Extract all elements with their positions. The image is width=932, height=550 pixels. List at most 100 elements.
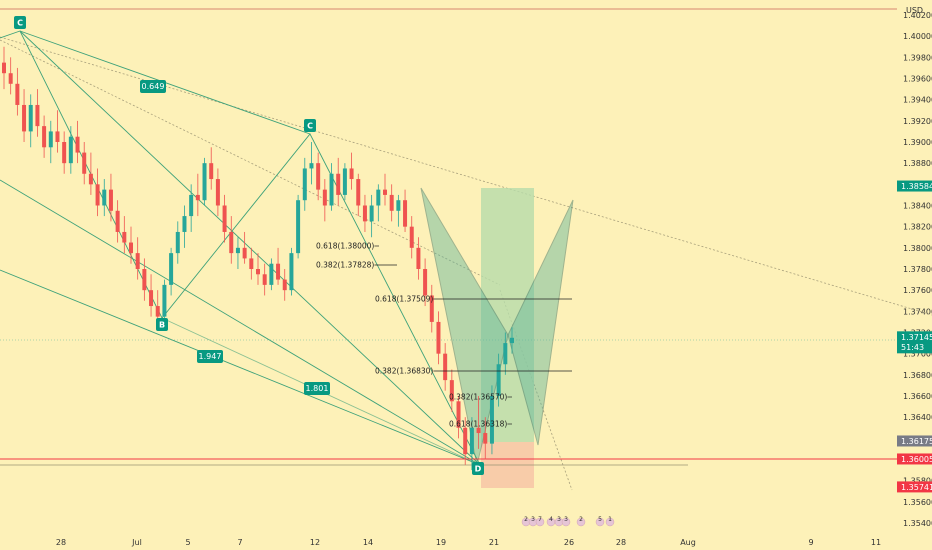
candle-body[interactable] <box>316 163 321 190</box>
candle-body[interactable] <box>356 179 361 206</box>
candle-body[interactable] <box>416 247 421 269</box>
candle-body[interactable] <box>175 231 180 254</box>
price-tag[interactable] <box>897 481 932 493</box>
profit-target-zone[interactable] <box>481 188 534 442</box>
candle-body[interactable] <box>42 126 47 148</box>
candle-body[interactable] <box>296 200 301 254</box>
candle-body[interactable] <box>342 168 347 195</box>
ratio-badge[interactable] <box>197 350 223 363</box>
candle-body[interactable] <box>242 247 247 259</box>
candle-body[interactable] <box>122 231 127 243</box>
candle-body[interactable] <box>189 194 194 217</box>
candle-body[interactable] <box>423 269 428 296</box>
candle-body[interactable] <box>329 173 334 206</box>
candle-body[interactable] <box>449 380 454 402</box>
candle-body[interactable] <box>155 306 160 317</box>
candle-body[interactable] <box>229 231 234 254</box>
candle-body[interactable] <box>102 189 107 206</box>
candle-body[interactable] <box>269 263 274 285</box>
candle-body[interactable] <box>195 194 200 201</box>
price-tag[interactable] <box>897 435 932 447</box>
price-tag[interactable] <box>897 180 932 192</box>
fib-levels[interactable]: 0.618(1.38000) 0.382(1.37828) 0.618(1.3750… <box>316 242 572 429</box>
candle-body[interactable] <box>35 104 40 127</box>
candle-body[interactable] <box>135 253 140 269</box>
candle-body[interactable] <box>383 189 387 195</box>
price-tag[interactable] <box>897 331 932 354</box>
pattern-point-badge[interactable] <box>156 318 168 331</box>
candle-body[interactable] <box>215 179 220 206</box>
candle-body[interactable] <box>489 396 494 444</box>
candle-body[interactable] <box>289 253 294 291</box>
candle-body[interactable] <box>222 205 227 232</box>
candle-body[interactable] <box>202 163 207 201</box>
candle-body[interactable] <box>48 131 53 148</box>
candle-body[interactable] <box>322 189 327 206</box>
candle-body[interactable] <box>282 279 287 291</box>
pattern-point-badge[interactable] <box>14 16 26 29</box>
candle-body[interactable] <box>209 163 214 180</box>
candle-body[interactable] <box>362 205 367 222</box>
candle-body[interactable] <box>443 353 448 381</box>
candle-body[interactable] <box>2 62 6 74</box>
candle-body[interactable] <box>262 274 267 285</box>
candle-body[interactable] <box>88 173 93 185</box>
dotted-trendline-lower[interactable] <box>0 39 501 286</box>
candle-body[interactable] <box>142 269 147 291</box>
candle-body[interactable] <box>22 104 27 132</box>
candle-body[interactable] <box>376 189 381 206</box>
candle-body[interactable] <box>349 168 354 180</box>
economic-event-icon[interactable] <box>561 517 571 527</box>
price-tag[interactable] <box>897 453 932 465</box>
candle-body[interactable] <box>409 226 414 248</box>
candle-body[interactable] <box>235 247 240 254</box>
candle-body[interactable] <box>369 205 374 222</box>
candle-body[interactable] <box>82 152 87 174</box>
candle-body[interactable] <box>396 200 401 211</box>
candle-body[interactable] <box>182 216 187 232</box>
candle-body[interactable] <box>389 194 394 211</box>
candle-body[interactable] <box>436 321 441 354</box>
pattern-point-badge[interactable] <box>472 462 484 475</box>
candle-body[interactable] <box>162 284 167 317</box>
candle-body[interactable] <box>476 427 481 434</box>
candle-body[interactable] <box>8 73 13 84</box>
candle-body[interactable] <box>309 163 314 169</box>
economic-event-icon[interactable] <box>595 517 605 527</box>
candle-body[interactable] <box>510 337 514 344</box>
candle-body[interactable] <box>62 142 67 164</box>
candle-body[interactable] <box>108 189 113 211</box>
economic-event-icon[interactable] <box>535 517 545 527</box>
candle-body[interactable] <box>249 258 254 269</box>
economic-event-icon[interactable] <box>576 517 586 527</box>
pattern-point-badge[interactable] <box>304 119 316 132</box>
candle-body[interactable] <box>75 136 80 153</box>
candle-body[interactable] <box>149 290 154 307</box>
candle-body[interactable] <box>115 210 120 232</box>
candle-body[interactable] <box>496 364 501 396</box>
candle-body[interactable] <box>503 343 508 365</box>
candle-body[interactable] <box>403 200 408 227</box>
candle-body[interactable] <box>28 104 33 132</box>
candle-body[interactable] <box>68 136 73 164</box>
candle-body[interactable] <box>302 168 307 201</box>
candle-body[interactable] <box>456 401 461 428</box>
xabcd-pattern-lines[interactable] <box>0 30 481 466</box>
ratio-badge[interactable] <box>140 80 166 93</box>
candle-body[interactable] <box>469 427 474 455</box>
ratio-badge[interactable] <box>304 382 330 395</box>
candle-body[interactable] <box>55 131 60 142</box>
candle-body[interactable] <box>483 433 488 444</box>
candle-body[interactable] <box>169 253 174 285</box>
pattern-labels[interactable]: C C B D 0.649 1.947 1.801 <box>14 16 484 475</box>
candle-body[interactable] <box>256 269 260 275</box>
candle-body[interactable] <box>129 242 133 254</box>
harmonic-wing-lower[interactable] <box>507 199 574 446</box>
dotted-trendline-tail[interactable] <box>499 289 573 491</box>
candle-body[interactable] <box>336 173 341 195</box>
candle-body[interactable] <box>463 427 468 455</box>
